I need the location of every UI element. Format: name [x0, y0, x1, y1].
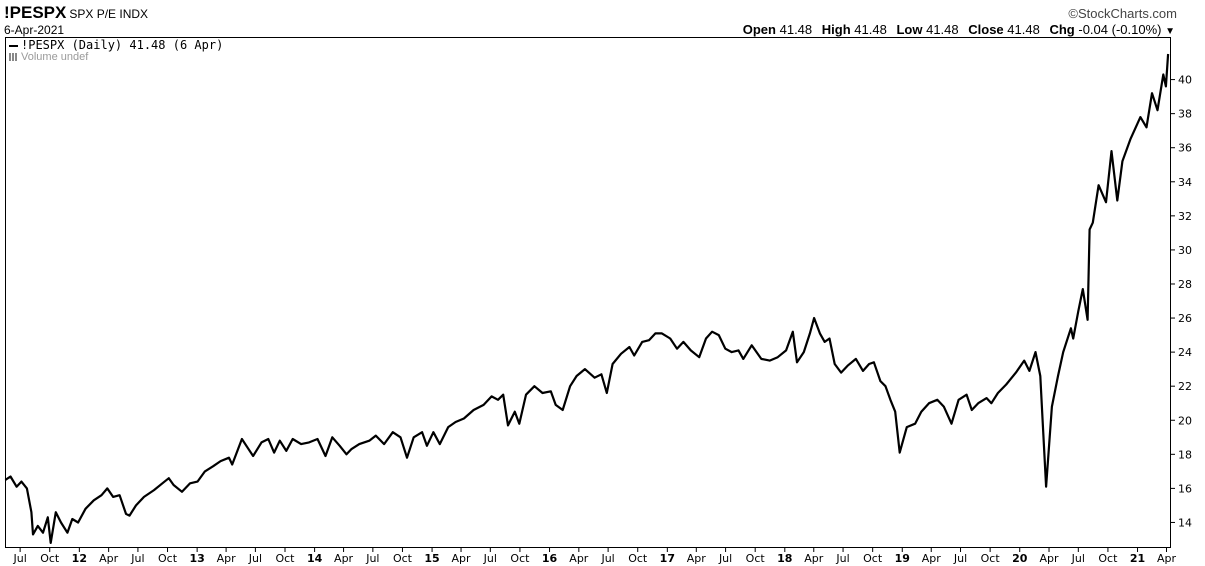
x-tick-label: Apr — [1040, 552, 1060, 565]
x-year-label: 14 — [307, 552, 323, 565]
chg-label: Chg — [1049, 22, 1075, 37]
y-tick-label: 30 — [1178, 244, 1192, 257]
high-label: High — [821, 22, 851, 37]
x-year-label: 15 — [424, 552, 439, 565]
open-label: Open — [742, 22, 776, 37]
chg-value: -0.04 (-0.10%) — [1078, 22, 1162, 37]
x-tick-label: Oct — [393, 552, 413, 565]
x-tick-label: Apr — [334, 552, 354, 565]
x-tick-label: Jul — [1071, 552, 1085, 565]
series-swatch — [9, 44, 18, 47]
x-tick-label: Apr — [452, 552, 472, 565]
x-year-label: 17 — [660, 552, 675, 565]
x-year-label: 21 — [1130, 552, 1145, 565]
x-tick-label: Apr — [99, 552, 119, 565]
x-tick-label: Oct — [40, 552, 60, 565]
x-year-label: 19 — [895, 552, 910, 565]
x-tick-label: Apr — [217, 552, 237, 565]
brand-name: StockCharts.com — [1078, 6, 1177, 21]
y-tick-label: 14 — [1178, 516, 1192, 529]
x-tick-label: Jul — [718, 552, 732, 565]
high-value: 41.48 — [854, 22, 887, 37]
x-tick-label: Jul — [600, 552, 614, 565]
y-tick-label: 18 — [1178, 448, 1192, 461]
close-label: Close — [968, 22, 1004, 37]
ticker-symbol: !PESPX — [4, 3, 67, 22]
x-tick-label: Oct — [1098, 552, 1118, 565]
series-legend: !PESPX (Daily) 41.48 (6 Apr) — [9, 38, 223, 52]
copyright-icon: © — [1068, 6, 1079, 21]
y-tick-label: 36 — [1178, 142, 1192, 155]
x-tick-label: Jul — [365, 552, 379, 565]
x-year-label: 20 — [1012, 552, 1028, 565]
y-tick-label: 20 — [1178, 414, 1192, 427]
x-year-label: 12 — [72, 552, 87, 565]
x-year-label: 18 — [777, 552, 792, 565]
series-label: !PESPX (Daily) 41.48 (6 Apr) — [21, 38, 224, 52]
y-tick-label: 28 — [1178, 278, 1192, 291]
x-tick-label: Oct — [510, 552, 530, 565]
x-tick-label: Apr — [1157, 552, 1177, 565]
series-line — [4, 53, 1170, 545]
dropdown-arrow-icon[interactable]: ▼ — [1165, 26, 1175, 37]
y-tick-label: 16 — [1178, 482, 1192, 495]
x-tick-label: Oct — [628, 552, 648, 565]
volume-label: Volume undef — [21, 51, 89, 63]
x-tick-label: Jul — [483, 552, 497, 565]
volume-legend: Volume undef — [9, 51, 88, 63]
ticker-name: SPX P/E INDX — [69, 7, 149, 21]
x-year-label: 13 — [189, 552, 204, 565]
brand-logo[interactable]: ©StockCharts.com — [1068, 6, 1177, 21]
volume-bars-icon — [9, 53, 19, 61]
chart-date: 6-Apr-2021 — [4, 23, 65, 37]
y-tick-label: 24 — [1178, 346, 1192, 359]
y-tick-label: 32 — [1178, 210, 1192, 223]
x-tick-label: Oct — [981, 552, 1001, 565]
low-label: Low — [896, 22, 923, 37]
x-tick-label: Jul — [953, 552, 967, 565]
x-tick-label: Jul — [835, 552, 849, 565]
x-tick-label: Oct — [863, 552, 883, 565]
y-tick-label: 34 — [1178, 176, 1192, 189]
x-tick-label: Apr — [922, 552, 942, 565]
y-tick-label: 40 — [1178, 74, 1192, 87]
x-year-label: 16 — [542, 552, 558, 565]
close-value: 41.48 — [1007, 22, 1040, 37]
ohlc-readout: Open 41.48 High 41.48 Low 41.48 Close 41… — [743, 22, 1175, 37]
x-tick-label: Apr — [569, 552, 589, 565]
open-value: 41.48 — [779, 22, 813, 37]
x-tick-label: Jul — [248, 552, 262, 565]
y-tick-label: 22 — [1178, 380, 1192, 393]
x-tick-label: Oct — [158, 552, 178, 565]
x-tick-label: Oct — [746, 552, 766, 565]
low-value: 41.48 — [926, 22, 959, 37]
x-tick-label: Apr — [687, 552, 707, 565]
y-tick-label: 38 — [1178, 108, 1192, 121]
x-tick-label: Jul — [130, 552, 144, 565]
x-tick-label: Jul — [12, 552, 26, 565]
plot-area — [5, 37, 1171, 548]
x-tick-label: Oct — [275, 552, 295, 565]
y-tick-label: 26 — [1178, 312, 1192, 325]
chart-title: !PESPX SPX P/E INDX — [4, 3, 148, 23]
x-tick-label: Apr — [804, 552, 824, 565]
